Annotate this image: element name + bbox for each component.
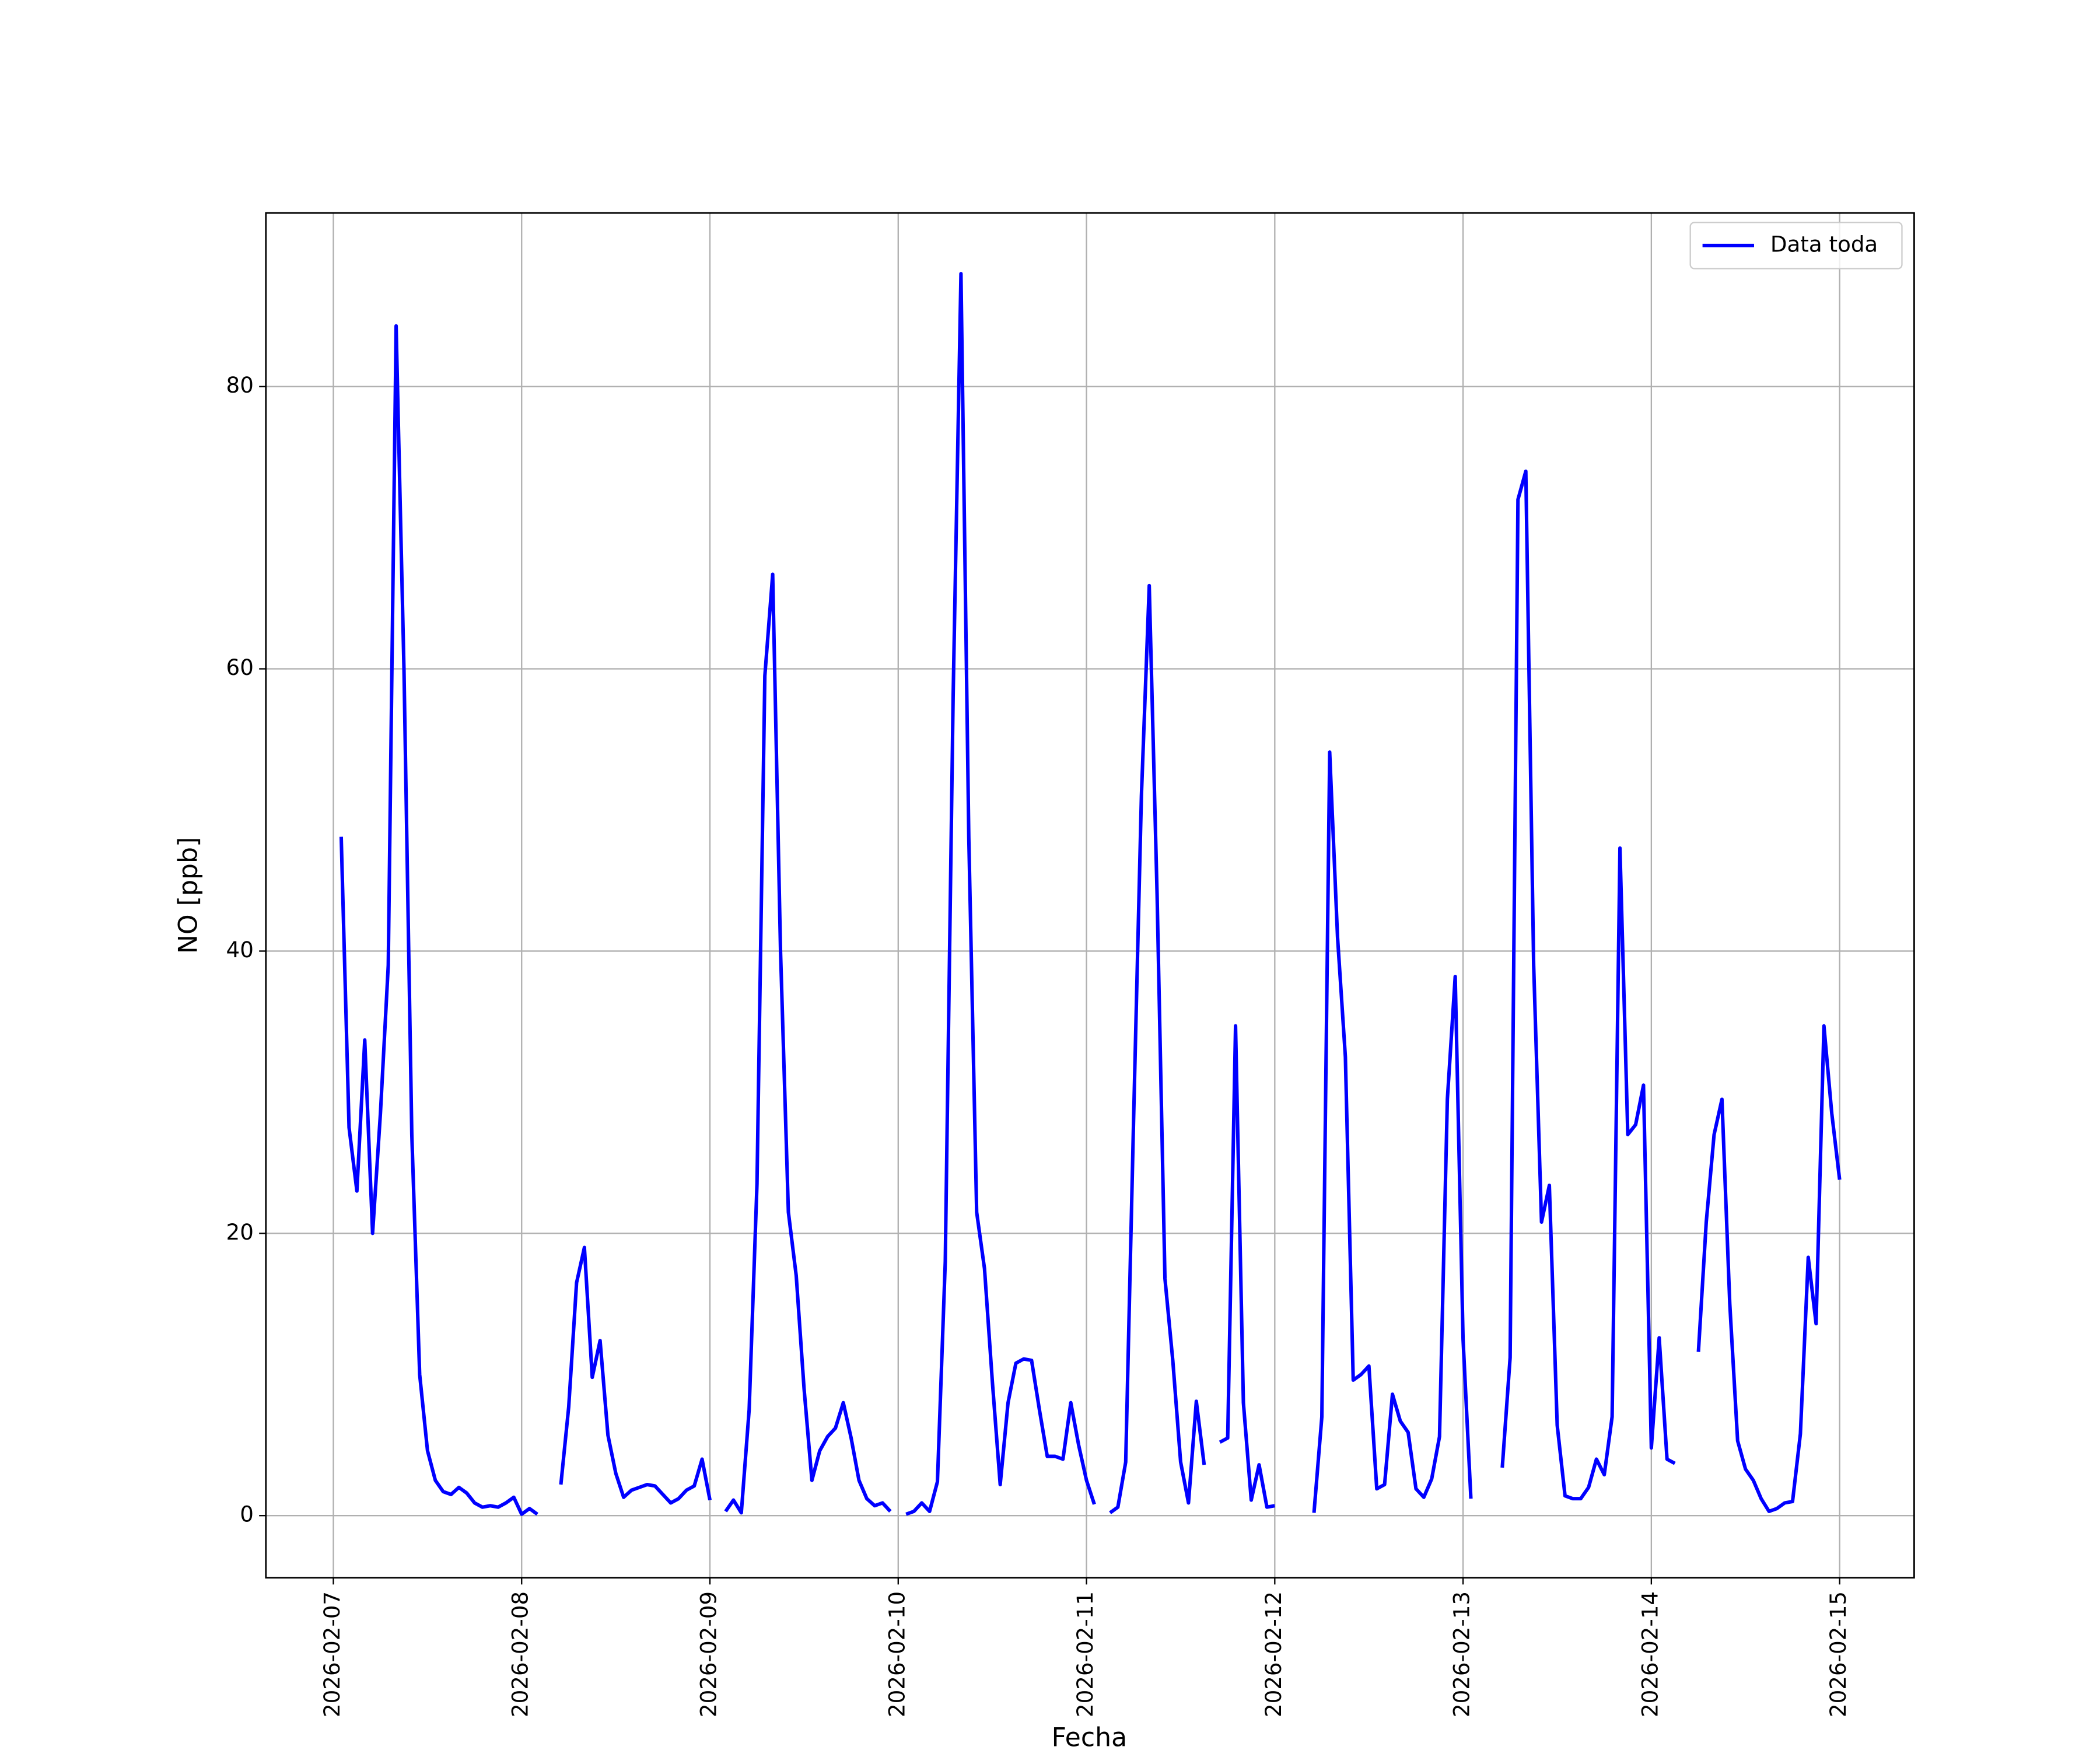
x-tick-label: 2026-02-08 (508, 1591, 533, 1717)
x-tick-label: 2026-02-15 (1825, 1591, 1851, 1717)
y-tick-label: 40 (226, 937, 254, 963)
y-tick-label: 20 (226, 1219, 254, 1245)
x-axis-label: Fecha (1052, 1723, 1128, 1750)
x-tick-label: 2026-02-13 (1449, 1591, 1475, 1717)
y-tick-label: 60 (226, 654, 254, 680)
y-tick-label: 80 (226, 372, 254, 398)
y-tick-label: 0 (240, 1502, 254, 1527)
x-tick-label: 2026-02-14 (1637, 1591, 1662, 1717)
x-tick-label: 2026-02-11 (1072, 1591, 1098, 1717)
x-tick-label: 2026-02-12 (1261, 1591, 1286, 1717)
data-line (339, 272, 1842, 1516)
legend-box (1689, 222, 1903, 270)
x-tick-label: 2026-02-07 (319, 1591, 345, 1717)
y-axis-label: NO [ppb] (174, 837, 204, 954)
plot-frame (265, 212, 1915, 1579)
legend: Data toda (1689, 222, 1903, 270)
legend-label: Data toda (1770, 231, 1878, 257)
x-tick-label: 2026-02-09 (696, 1591, 722, 1717)
x-tick-label: 2026-02-10 (884, 1591, 909, 1717)
